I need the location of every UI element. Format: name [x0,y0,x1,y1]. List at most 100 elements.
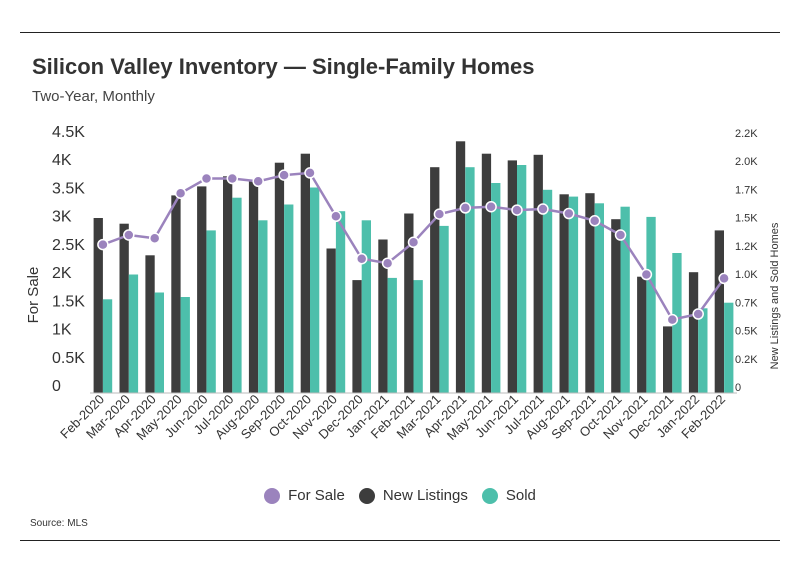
legend-item-new-listings: New Listings [358,487,468,504]
point-for-sale [666,313,679,326]
legend-label-new-listings: New Listings [382,487,468,504]
chart-title: Silicon Valley Inventory — Single-Family… [32,54,535,79]
y-tick-label: 4.5K [52,124,85,141]
point-for-sale [692,308,704,320]
bar-sold [672,253,682,393]
point-for-sale [485,200,497,213]
point-for-sale [718,272,730,285]
point-for-sale [407,236,420,249]
legend-label-sold: Sold [505,487,536,504]
y-tick-label: 4K [52,152,72,169]
y2-tick-label: 0.5K [735,326,758,338]
bar-new-listings [637,276,647,393]
bar-sold [206,230,216,393]
point-for-sale [330,210,342,223]
point-for-sale [563,207,575,220]
bar-new-listings [455,141,466,393]
y-tick-label: 0 [52,378,61,395]
bar-sold [542,189,553,393]
bar-new-listings [119,223,129,393]
point-for-sale [200,172,213,185]
chart-legend: For Sale New Listings Sold [0,487,800,504]
point-for-sale [614,229,627,241]
point-for-sale [537,203,549,215]
bar-sold [465,167,475,393]
bar-new-listings [585,193,595,393]
bar-sold [413,280,423,393]
bar-sold [517,165,527,393]
bar-sold [180,297,190,393]
bar-sold [361,220,371,393]
y2-tick-label: 2.0K [735,156,758,168]
point-for-sale [640,268,653,281]
point-for-sale [97,238,109,251]
point-for-sale [433,208,446,220]
bar-new-listings [559,194,569,393]
y-tick-label: 1.5K [52,293,85,310]
y2-axis-title: New Listings and Sold Homes [769,222,781,369]
bar-new-listings [274,162,285,393]
point-for-sale [355,252,368,265]
point-for-sale [252,175,264,188]
bar-new-listings [93,218,103,393]
bar-sold [594,203,604,393]
y2-tick-label: 2.2K [735,128,758,140]
bar-sold [284,204,294,393]
y-tick-label: 2.5K [52,237,85,254]
point-for-sale [123,229,135,241]
point-for-sale [588,215,601,227]
y2-tick-label: 0.7K [735,297,758,309]
point-for-sale [459,202,472,214]
y2-tick-label: 0 [735,382,741,394]
bar-sold [724,302,734,393]
bar-sold [491,183,501,393]
bar-new-listings [300,153,310,393]
point-for-sale [304,167,316,179]
y2-tick-label: 0.2K [735,354,758,366]
bar-new-listings [533,154,543,393]
legend-swatch-new-listings [358,487,375,504]
legend-swatch-for-sale [264,487,281,504]
bar-sold [232,197,242,393]
y-tick-label: 3.5K [52,180,85,197]
bar-new-listings [171,195,181,393]
bar-sold [646,216,656,393]
y2-tick-label: 1.2K [735,241,758,253]
y-axis-title: For Sale [25,267,42,324]
y-tick-label: 0.5K [52,350,85,367]
bar-new-listings [248,179,259,393]
y-tick-label: 3K [52,209,72,226]
bar-sold [335,211,346,393]
point-for-sale [278,169,290,181]
top-rule [20,32,780,33]
bar-sold [310,187,320,393]
bar-new-listings [145,255,155,393]
bar-new-listings [404,213,414,393]
bar-sold [258,220,268,393]
y-tick-label: 2K [52,265,72,282]
legend-swatch-sold [481,487,498,504]
y-tick-label: 1K [52,322,72,339]
point-for-sale [511,204,523,216]
legend-item-sold: Sold [481,487,536,504]
bar-sold [698,308,708,393]
bar-new-listings [688,272,699,393]
bar-sold [620,206,630,393]
bar-new-listings [326,248,336,393]
point-for-sale [381,257,394,269]
point-for-sale [174,187,187,199]
y2-tick-label: 1.7K [735,184,758,196]
bar-new-listings [197,186,207,393]
bar-new-listings [378,239,388,393]
bar-sold [154,292,164,393]
source-note: Source: MLS [30,518,88,529]
bar-sold [387,277,397,393]
y2-tick-label: 1.5K [735,213,758,225]
bar-new-listings [714,230,724,393]
bar-sold [568,196,579,393]
bar-new-listings [507,160,517,393]
bar-new-listings [611,219,621,393]
bar-new-listings [481,153,492,393]
bar-sold [439,225,449,393]
